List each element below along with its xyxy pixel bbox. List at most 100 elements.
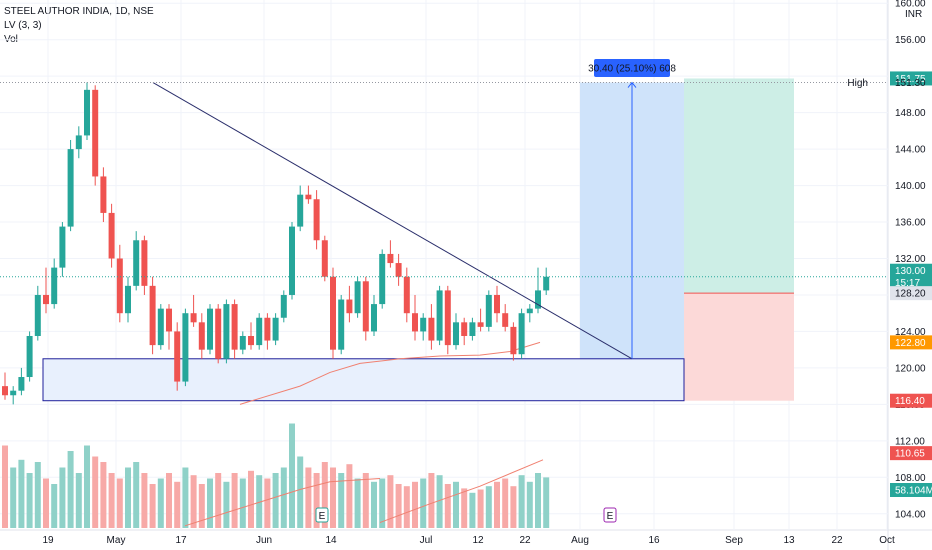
candle-body [157, 308, 164, 346]
volume-bar [84, 445, 90, 528]
price-tag-label: 58.104M [895, 486, 932, 497]
candle-body [485, 294, 492, 327]
candle-body [444, 290, 451, 346]
volume-bar [543, 477, 550, 528]
volume-bar [321, 462, 328, 528]
volume-bar [305, 467, 312, 528]
price-tag [890, 263, 932, 290]
volume-bar [494, 481, 500, 528]
candle-body [379, 253, 386, 305]
candle-body [190, 313, 197, 323]
candle-body [215, 308, 222, 359]
volume-bar [346, 464, 353, 528]
candle-body [403, 276, 410, 314]
candle-body [18, 377, 25, 391]
volume-bar [264, 478, 271, 528]
volume-bar [428, 473, 435, 528]
candle-body [51, 267, 58, 305]
high-label: High [847, 78, 868, 89]
candle-body [297, 194, 304, 227]
candle-body [223, 304, 230, 359]
price-ma-line [239, 341, 541, 405]
x-tick-label: Jul [420, 535, 433, 546]
volume-bar [174, 481, 181, 528]
currency-label: INR [905, 9, 922, 20]
volume-bar [182, 467, 189, 528]
candle-body [248, 335, 254, 346]
candle-body [477, 322, 484, 327]
candle-body [26, 335, 33, 378]
volume-bar [395, 484, 402, 528]
volume-bar [223, 481, 230, 528]
volume-bar [412, 481, 418, 528]
candle-body [231, 304, 238, 350]
volume-bar [403, 486, 410, 528]
y-tick-label: 160.00 [895, 0, 926, 10]
y-tick-label: 144.00 [895, 145, 926, 156]
candle-body [387, 253, 394, 264]
volume-bar [43, 478, 49, 528]
price-tag [890, 335, 932, 350]
candle-body [502, 313, 509, 327]
candle-body [92, 89, 99, 177]
candle-body [116, 258, 123, 314]
candle-body [526, 308, 533, 314]
earnings-marker-label: E [607, 511, 614, 522]
volume-bar [289, 423, 295, 528]
candle-body [280, 294, 287, 318]
x-tick-label: 16 [648, 535, 660, 546]
price-tag-label: 122.80 [895, 338, 926, 349]
x-tick-label: May [107, 535, 126, 546]
price-tag-label: 128.20 [895, 289, 926, 300]
volume-bar [231, 473, 238, 528]
candle-body [313, 199, 320, 241]
candle-body [100, 176, 107, 213]
candle-body [75, 135, 82, 150]
x-tick-label: 12 [472, 535, 484, 546]
volume-bar [149, 484, 156, 528]
candle-body [43, 294, 49, 305]
volume-bar [116, 478, 123, 528]
candle-body [362, 281, 369, 332]
earnings-marker-label: E [319, 511, 326, 522]
candle-body [59, 226, 66, 268]
volume-bar [354, 478, 361, 528]
volume-bar [510, 486, 517, 528]
volume-bar [420, 478, 427, 528]
price-tag [890, 446, 932, 461]
candle-body [321, 240, 328, 277]
x-tick-label: 17 [175, 535, 187, 546]
candle-body [494, 294, 500, 314]
y-tick-label: 124.00 [895, 327, 926, 338]
y-tick-label: 112.00 [895, 436, 925, 447]
volume-bar [518, 475, 525, 528]
price-tag [890, 393, 932, 408]
candle-body [133, 240, 140, 286]
volume-bar [157, 478, 164, 528]
volume-bar [100, 462, 107, 528]
indicator-label[interactable]: LV (3, 3) [4, 20, 42, 31]
candle-body [239, 335, 246, 350]
volume-bar [34, 462, 41, 528]
price-tag [890, 71, 932, 86]
y-tick-label: 104.00 [895, 509, 926, 520]
volume-bar [51, 484, 58, 528]
volume-bar [485, 486, 492, 528]
candle-body [84, 89, 90, 136]
candle-body [10, 390, 17, 396]
volume-bar [108, 473, 115, 528]
candle-body [453, 322, 459, 346]
volume-bar [444, 484, 451, 528]
volume-bar [215, 473, 222, 528]
volume-bar [75, 473, 82, 528]
candle-body [338, 299, 345, 350]
volume-bar [2, 445, 8, 528]
symbol-title[interactable]: STEEL AUTHOR INDIA, 1D, NSE [4, 6, 154, 17]
volume-bar [453, 481, 459, 528]
candle-body [428, 317, 435, 341]
candle-body [420, 317, 427, 332]
volume-bar [59, 467, 66, 528]
volume-bar [362, 473, 369, 528]
volume-bar [297, 456, 304, 528]
